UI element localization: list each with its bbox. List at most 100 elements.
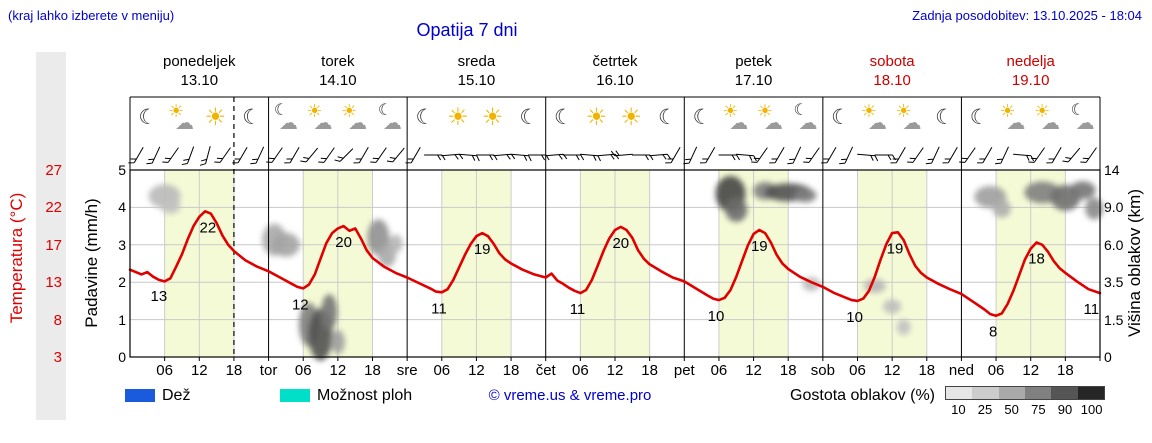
wind-barb-icon (232, 146, 248, 164)
time-tick: 12 (883, 362, 901, 379)
cloud-icon: ☁ (763, 113, 783, 134)
temperature-value-label: 19 (751, 238, 768, 255)
temperature-tick: 13 (45, 274, 62, 292)
cloud-density-cell (946, 387, 973, 399)
wind-barb-icon (821, 146, 837, 164)
temperature-value-label: 11 (1084, 301, 1100, 318)
wind-barb-icon (925, 146, 940, 165)
wind-barb-icon (510, 153, 532, 162)
sun-icon: ☀ (620, 104, 642, 131)
time-tick: sob (810, 362, 835, 379)
temperature-value-label: 18 (1028, 251, 1045, 268)
wind-barb-icon (386, 147, 405, 163)
sun-icon: ☀ (204, 104, 227, 131)
wind-barb-icon (1013, 153, 1035, 162)
cloud-density-label: Gostota oblakov (%) (790, 387, 935, 404)
weather-icon-sun-cloud: ☀ ☁ (338, 100, 372, 142)
weather-icon-moon: ☾ (234, 100, 268, 142)
wind-barb-icon (266, 147, 283, 163)
sun-icon: ☀ (341, 101, 358, 121)
cloud-height-tick: 0 (1104, 349, 1112, 365)
showers-legend-label: Možnost ploh (317, 387, 413, 404)
time-tick: čet (535, 362, 556, 379)
wind-barb-icon (318, 147, 335, 163)
weather-icon-moon-cloud: ☾ ☁ (373, 100, 407, 142)
wind-barb-icon (300, 147, 319, 163)
wind-barb-icon (181, 146, 195, 166)
cloud-density-tick: 50 (1004, 402, 1019, 417)
time-tick: 06 (849, 362, 866, 379)
time-tick: 06 (156, 362, 173, 379)
moon-icon: ☾ (273, 102, 289, 119)
cloud-icon: ☁ (278, 113, 298, 134)
cloud-icon: ☁ (867, 113, 887, 134)
weather-icon-moon: ☾ (407, 100, 441, 142)
weather-icon-sun-cloud: ☀ ☁ (1031, 100, 1065, 142)
plot-border (129, 169, 1101, 358)
wind-barb-icon (562, 154, 585, 161)
temperature-tick: 8 (53, 311, 62, 329)
cloud-density-cell (1077, 387, 1104, 399)
day-header: ponedeljek 13.10 (163, 53, 236, 89)
wind-barb-icon (370, 147, 387, 163)
moon-icon: ☾ (831, 106, 850, 129)
time-tick: 18 (779, 362, 797, 379)
wind-barb-icon (1062, 147, 1081, 163)
time-tick: 18 (918, 362, 936, 379)
temperature-tick: 27 (45, 162, 62, 179)
wind-barb-icon (128, 146, 144, 164)
cloud-height-tick: 1.5 (1104, 311, 1124, 328)
wind-barb-icon (890, 146, 906, 164)
temperature-curve (128, 210, 1102, 318)
time-tick: 18 (364, 362, 381, 379)
temperature-tick: 22 (45, 199, 62, 217)
rain-legend-swatch (125, 389, 155, 402)
weather-icon-sun-cloud: ☀ ☁ (304, 100, 338, 142)
wind-barb-icon (803, 147, 820, 163)
cloud-height-tick: 3.5 (1104, 274, 1124, 291)
moon-icon: ☾ (242, 106, 262, 129)
weather-icon-sun-cloud: ☀ ☁ (719, 100, 753, 142)
time-tick: 12 (468, 362, 485, 379)
weather-icon-moon: ☾ (130, 100, 164, 142)
temperature-value-label: 22 (200, 219, 217, 236)
wind-barb-icon (718, 154, 741, 161)
cloud-density-tick: 100 (1080, 402, 1103, 417)
wind-barb-icon (579, 153, 601, 162)
weather-icon-moon: ☾ (546, 100, 580, 142)
wind-barb-icon (1046, 146, 1062, 164)
day-header: torek 14.10 (319, 53, 357, 89)
wind-barb-icon (907, 147, 924, 163)
wind-barb-icon (942, 146, 958, 164)
day-header: sobota 18.10 (869, 53, 915, 89)
cloud-icon: ☁ (1041, 113, 1061, 134)
sun-icon: ☀ (167, 101, 185, 121)
cloud-height-tick: 14 (1104, 162, 1120, 178)
moon-icon: ☾ (935, 106, 954, 129)
moon-icon: ☾ (138, 106, 158, 129)
weather-icon-moon: ☾ (650, 100, 684, 142)
wind-barb-icon (405, 146, 421, 164)
cloud-icon: ☁ (174, 113, 194, 134)
sun-icon: ☀ (756, 101, 774, 121)
sun-icon: ☀ (585, 104, 608, 131)
time-tick: ned (948, 362, 974, 379)
wind-barb-icon (995, 146, 1009, 165)
moon-icon: ☾ (793, 102, 808, 119)
cloud-density-tick: 25 (977, 402, 993, 417)
precipitation-tick: 3 (118, 236, 126, 253)
cloud-height-tick: 9.0 (1104, 199, 1124, 216)
temperature-value-label: 20 (612, 235, 629, 252)
precipitation-tick: 4 (118, 199, 126, 216)
time-tick: sre (396, 362, 418, 379)
cloud-icon: ☁ (798, 113, 818, 134)
wind-barb-row (128, 146, 1097, 166)
day-header: sreda 15.10 (457, 53, 496, 89)
weather-icon-moon: ☾ (927, 100, 961, 142)
temperature-value-label: 20 (335, 234, 352, 251)
wind-barb-icon (493, 153, 516, 160)
copyright-link[interactable]: © vreme.us & vreme.pro (488, 387, 652, 404)
sun-icon: ☀ (999, 101, 1016, 121)
